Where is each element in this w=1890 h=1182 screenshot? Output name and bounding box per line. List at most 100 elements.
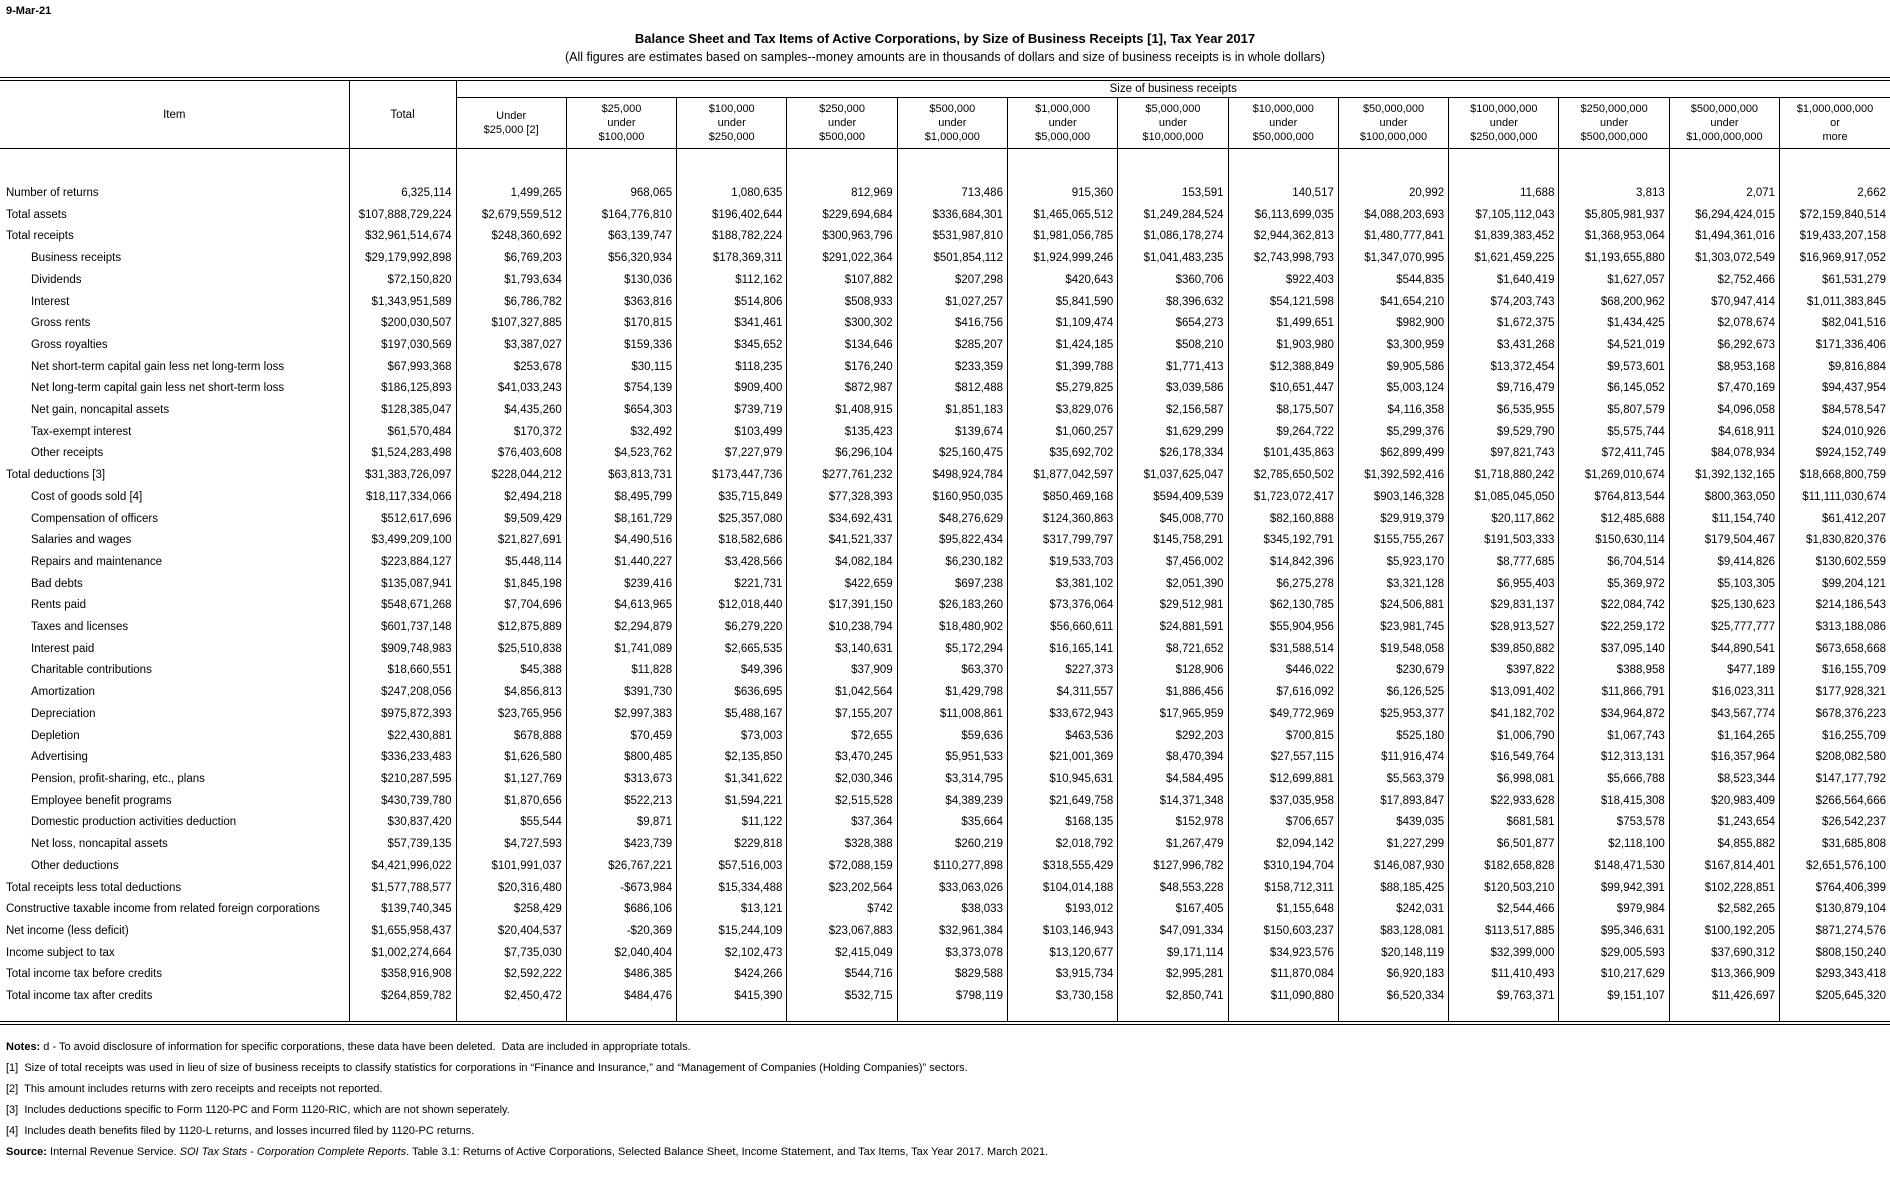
cell-value: $1,164,265: [1668, 725, 1780, 748]
cell-value: $1,002,274,664: [348, 942, 456, 965]
cell-value: $6,296,104: [786, 443, 898, 466]
table-body: Number of returns 6,325,114 1,499,265 968,0…: [0, 148, 1890, 1023]
table-row: Interest $1,343,951,589 $6,786,782 $363,816…: [0, 291, 1890, 314]
cell-value: $17,391,150: [786, 595, 898, 618]
cell-value: $196,402,644: [676, 204, 787, 227]
cell-value: $360,706: [1117, 269, 1229, 292]
notes-section: Notes: d - To avoid disclosure of inform…: [0, 1025, 1890, 1163]
cell-value: $5,666,788: [1558, 768, 1670, 791]
cell-value: $1,434,425: [1558, 313, 1670, 335]
cell-value: $118,235: [676, 356, 787, 379]
table-row: Depreciation $975,872,393 $23,765,956 $2,99…: [0, 703, 1890, 726]
column-header: $250,000,000 under $500,000,000: [1558, 97, 1670, 149]
cell-value: $328,388: [786, 834, 898, 856]
cell-value: $1,303,072,549: [1668, 248, 1780, 270]
spacer-cell: [1668, 1007, 1780, 1023]
cell-value: $124,360,863: [1006, 508, 1118, 531]
cell-value: $415,390: [676, 986, 787, 1008]
cell-value: $62,130,785: [1227, 595, 1339, 618]
cell-value: $22,259,172: [1558, 617, 1670, 639]
cell-value: $6,786,782: [455, 291, 567, 314]
cell-value: $700,815: [1227, 725, 1339, 748]
cell-value: $706,657: [1227, 812, 1339, 835]
cell-value: $7,735,030: [455, 942, 567, 965]
cell-value: $170,815: [565, 313, 677, 335]
cell-value: $1,267,479: [1117, 834, 1229, 856]
cell-value: $2,102,473: [676, 942, 787, 965]
cell-value: $1,640,419: [1448, 269, 1559, 292]
cell-value: $10,945,631: [1006, 768, 1118, 791]
cell-value: $22,933,628: [1448, 790, 1559, 813]
cell-value: $182,658,828: [1448, 855, 1559, 878]
cell-value: $291,022,364: [786, 248, 898, 270]
cell-value: $63,370: [896, 660, 1008, 683]
row-label: Gross rents: [31, 317, 91, 330]
cell-value: -$20,369: [565, 920, 677, 943]
cell-value: $110,277,898: [896, 855, 1008, 878]
cell-value: $1,924,999,246: [1006, 248, 1118, 270]
row-label: Pension, profit-sharing, etc., plans: [31, 772, 205, 785]
cell-value: $130,879,104: [1779, 899, 1890, 921]
cell-value: $1,347,070,995: [1337, 248, 1449, 270]
cell-value: $20,316,480: [455, 877, 567, 900]
table-row: Depletion $22,430,881 $678,888 $70,459 $73,0…: [0, 725, 1890, 748]
cell-value: $6,275,278: [1227, 573, 1339, 596]
cell-value: $29,831,137: [1448, 595, 1559, 618]
column-header: $1,000,000 under $5,000,000: [1006, 97, 1118, 149]
spacer-cell: [455, 148, 567, 183]
cell-value: $84,578,547: [1779, 400, 1890, 422]
cell-value: $242,031: [1337, 899, 1449, 921]
cell-value: $152,978: [1117, 812, 1229, 835]
table-row: Cost of goods sold [4] $18,117,334,066 $2,…: [0, 486, 1890, 509]
cell-value: $1,243,654: [1668, 812, 1780, 835]
cell-value: $9,171,114: [1117, 942, 1229, 965]
cell-value: $10,651,447: [1227, 378, 1339, 401]
spacer-cell: [1448, 148, 1559, 183]
cell-value: $97,821,743: [1448, 443, 1559, 466]
row-label: Net income (less deficit): [6, 924, 129, 937]
cell-value: $4,096,058: [1668, 400, 1780, 422]
row-label: Other deductions: [31, 859, 119, 872]
table-row: Repairs and maintenance $223,884,127 $5,44…: [0, 551, 1890, 574]
cell-value: $8,396,632: [1117, 291, 1229, 314]
column-header: $100,000,000 under $250,000,000: [1448, 97, 1559, 149]
cell-value: $31,685,808: [1779, 834, 1890, 856]
cell-value: $83,128,081: [1337, 920, 1449, 943]
cell-value: $27,557,115: [1227, 747, 1339, 769]
table-row: Total deductions [3] $31,383,726,097 $228,…: [0, 465, 1890, 487]
cell-value: $13,120,677: [1006, 942, 1118, 965]
cell-value: $167,814,401: [1668, 855, 1780, 878]
cell-value: $292,203: [1117, 725, 1229, 748]
cell-value: 11,688: [1448, 183, 1559, 205]
cell-value: $979,984: [1558, 899, 1670, 921]
cell-value: 153,591: [1117, 183, 1229, 205]
row-label: Taxes and licenses: [31, 621, 129, 634]
row-label: Salaries and wages: [31, 534, 132, 547]
cell-value: $5,951,533: [896, 747, 1008, 769]
cell-value: 6,325,114: [348, 183, 456, 205]
cell-value: $594,409,539: [1117, 486, 1229, 509]
cell-value: 2,071: [1668, 183, 1780, 205]
cell-value: $61,570,484: [348, 421, 456, 444]
cell-value: $9,151,107: [1558, 986, 1670, 1008]
cell-value: $264,859,782: [348, 986, 456, 1008]
cell-value: $7,155,207: [786, 703, 898, 726]
cell-value: $18,480,902: [896, 617, 1008, 639]
cell-value: $4,584,495: [1117, 768, 1229, 791]
cell-value: $532,715: [786, 986, 898, 1008]
cell-value: $871,274,576: [1779, 920, 1890, 943]
cell-value: $5,488,167: [676, 703, 787, 726]
cell-value: $514,806: [676, 291, 787, 314]
cell-value: $544,716: [786, 964, 898, 987]
note-label: Source:: [6, 1145, 47, 1158]
cell-value: $253,678: [455, 356, 567, 379]
cell-value: $1,127,769: [455, 768, 567, 791]
cell-value: $548,671,268: [348, 595, 456, 618]
cell-value: $17,893,847: [1337, 790, 1449, 813]
cell-value: $150,630,114: [1558, 530, 1670, 552]
cell-value: $654,273: [1117, 313, 1229, 335]
cell-value: $7,616,092: [1227, 682, 1339, 704]
cell-value: $1,424,185: [1006, 334, 1118, 357]
cell-value: $1,155,648: [1227, 899, 1339, 921]
note-text: SOI Tax Stats - Corporation Complete Rep…: [179, 1145, 407, 1158]
